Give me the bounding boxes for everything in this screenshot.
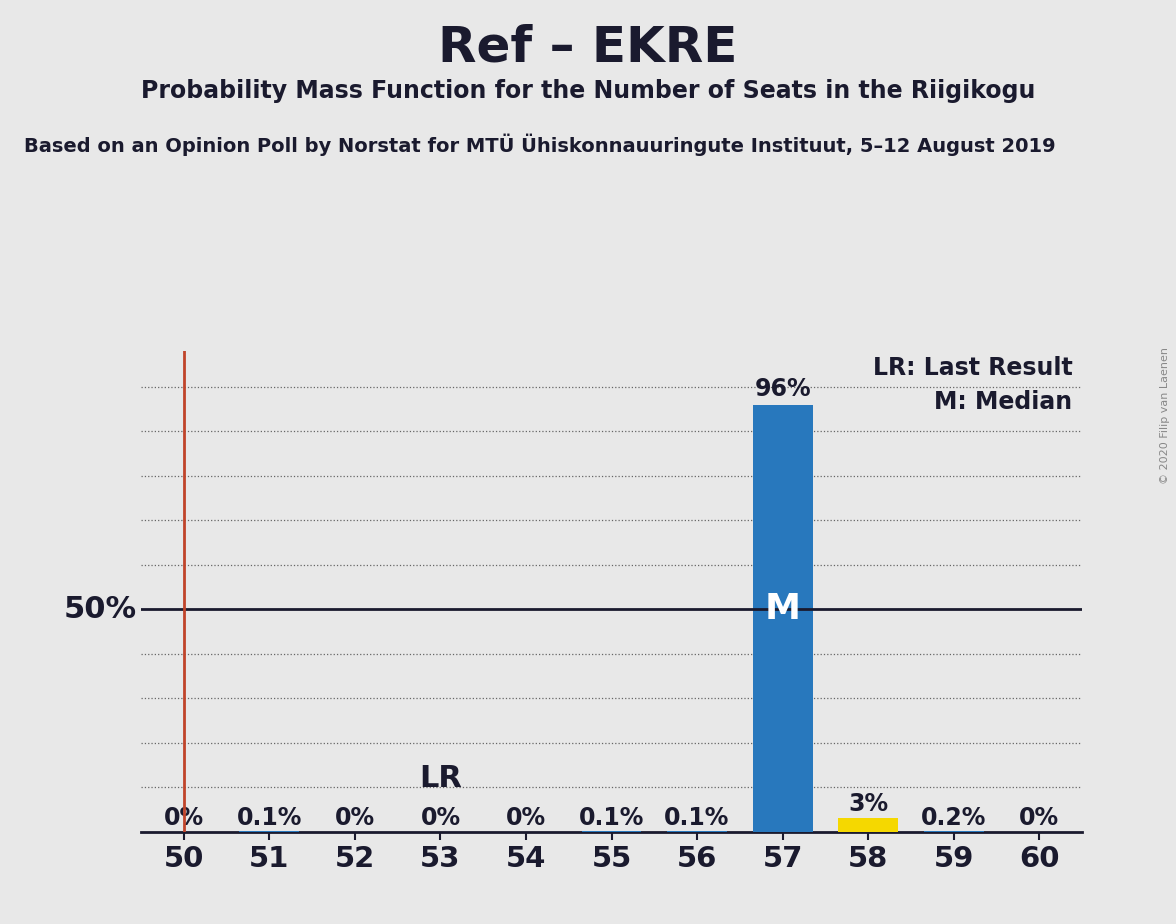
Text: Probability Mass Function for the Number of Seats in the Riigikogu: Probability Mass Function for the Number… [141,79,1035,103]
Text: 0.1%: 0.1% [579,806,644,830]
Text: 0%: 0% [1020,806,1060,830]
Text: © 2020 Filip van Laenen: © 2020 Filip van Laenen [1160,347,1170,484]
Text: 0%: 0% [163,806,203,830]
Text: M: M [764,592,801,626]
Text: 0.1%: 0.1% [664,806,730,830]
Text: 0.2%: 0.2% [921,806,987,830]
Text: Ref – EKRE: Ref – EKRE [439,23,737,71]
Text: 96%: 96% [754,377,811,401]
Text: 0%: 0% [420,806,461,830]
Text: 3%: 3% [848,792,888,816]
Text: 0%: 0% [335,806,375,830]
Text: LR: LR [419,764,462,793]
Text: M: Median: M: Median [935,390,1073,414]
Bar [753,405,813,832]
Text: LR: Last Result: LR: Last Result [873,356,1073,380]
Text: 50%: 50% [64,595,136,624]
Bar [838,819,898,832]
Text: 0.1%: 0.1% [236,806,302,830]
Text: 0%: 0% [506,806,546,830]
Text: Based on an Opinion Poll by Norstat for MTÜ Ühiskonnauuringute Instituut, 5–12 A: Based on an Opinion Poll by Norstat for … [24,134,1055,156]
